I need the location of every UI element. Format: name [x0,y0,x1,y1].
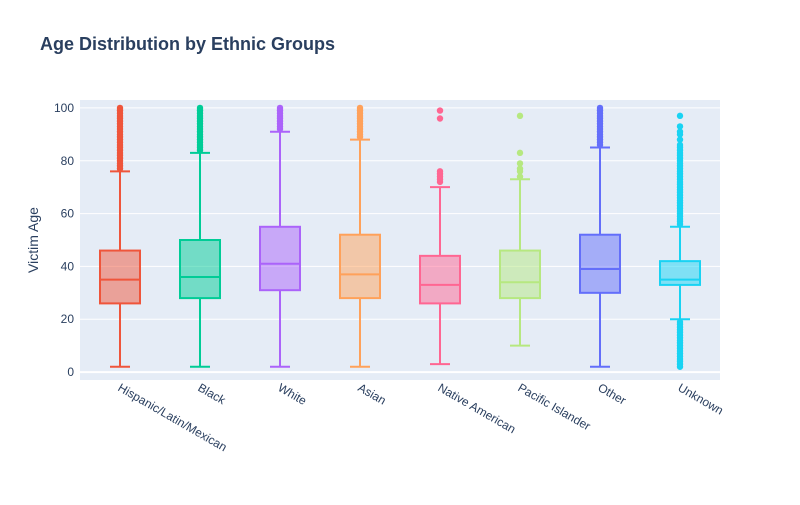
outlier-point [676,136,684,143]
y-tick-label: 80 [61,154,75,168]
outlier-point [516,160,524,167]
outlier-point [516,112,524,120]
box-iqr [579,233,621,294]
outlier-point [436,107,444,114]
box-iqr [179,239,221,300]
box-group [179,104,221,368]
outlier-point [516,165,524,172]
y-axis-ticks: 0 20 40 60 80 100 [54,101,74,379]
plot-area [80,100,720,380]
x-tick-label: Pacific Islander [516,380,593,433]
y-tick-label: 100 [54,101,74,115]
outlier-point [196,104,204,112]
box-group [99,104,141,368]
box-group [579,104,621,368]
box-group [419,107,461,366]
y-axis-label: Victim Age [25,207,41,273]
outlier-point [276,104,284,112]
outlier-point [436,168,444,175]
box-group [259,104,301,368]
outlier-point [596,104,604,112]
chart-title: Age Distribution by Ethnic Groups [40,34,335,54]
outlier-point [676,112,684,120]
box-iqr [339,233,381,300]
x-tick-label: Other [596,380,629,407]
box-iqr [499,249,541,300]
y-tick-label: 20 [61,312,75,326]
x-tick-label: Unknown [676,380,726,417]
outlier-point [676,141,684,149]
outlier-point [356,104,364,112]
box-group [659,112,701,370]
boxes [99,104,701,370]
box-group [499,112,541,347]
x-tick-label: Black [196,380,229,407]
x-tick-label: White [276,380,310,408]
box-iqr [419,254,461,305]
outlier-point [676,123,684,130]
box-group [339,104,381,368]
outlier-point [436,115,444,122]
y-tick-label: 60 [61,207,75,221]
x-tick-label: Native American [436,380,519,436]
outlier-point [516,173,524,180]
box-iqr [259,225,301,292]
outlier-point [116,104,124,112]
outlier-point [516,149,524,157]
box-iqr [99,249,141,305]
y-tick-label: 40 [61,259,75,273]
outlier-point [676,128,684,135]
outlier-point [676,318,684,326]
box-iqr [659,260,701,286]
x-tick-label: Asian [356,380,389,407]
y-tick-label: 0 [67,365,74,379]
